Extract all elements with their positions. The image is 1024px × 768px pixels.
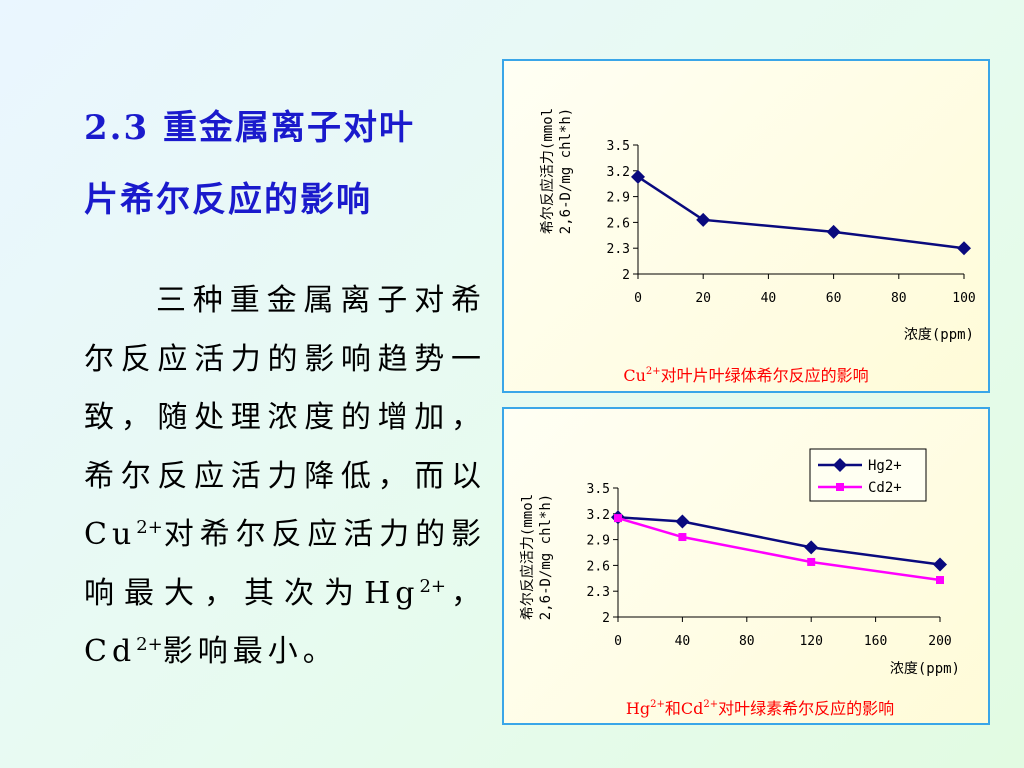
- y-tick-label: 2: [622, 268, 630, 283]
- legend-label: Hg2+: [868, 458, 902, 474]
- chart-caption: Cu2+对叶片叶绿体希尔反应的影响: [623, 366, 868, 385]
- hg-cd-chart: 希尔反应活力(mmol 2,6-D/mg chl*h) 浓度(ppm) Hg2+…: [519, 448, 960, 718]
- caption-and-cd: 和Cd: [665, 699, 704, 718]
- body-text-part-4: 影响最小。: [162, 634, 338, 669]
- x-tick-label: 100: [952, 291, 975, 306]
- x-axis-label: 浓度(ppm): [890, 661, 960, 677]
- data-point-square: [614, 514, 622, 523]
- caption-superscript: 2+: [646, 366, 661, 377]
- x-tick-label: 40: [761, 291, 777, 306]
- data-point-diamond: [696, 212, 711, 227]
- x-tick-label: 80: [891, 291, 907, 306]
- x-tick-label: 60: [826, 291, 842, 306]
- y-tick-label: 2.9: [607, 191, 630, 206]
- body-text-part-2: 对希尔反应活力的影响最大，其次为Hg: [84, 517, 486, 611]
- y-tick-label: 2.9: [587, 534, 610, 549]
- series-line: [617, 516, 941, 582]
- data-point-diamond: [933, 557, 947, 572]
- x-axis-label: 浓度(ppm): [904, 327, 974, 343]
- body-paragraph: 三种重金属离子对希尔反应活力的影响趋势一致，随处理浓度的增加，希尔反应活力降低，…: [84, 272, 486, 682]
- series-line: [637, 175, 965, 250]
- x-tick-label: 160: [864, 634, 887, 649]
- data-point-square: [678, 533, 687, 542]
- legend-box: [809, 448, 927, 502]
- body-text-part-1: 三种重金属离子对希尔反应活力的影响趋势一致，随处理浓度的增加，希尔反应活力降低，…: [84, 283, 486, 552]
- y-axis-label-line-2: 2,6-D/mg chl*h): [538, 494, 554, 620]
- slide-title: 2.3 重金属离子对叶 片希尔反应的影响: [84, 92, 484, 236]
- caption-ion-hg: Hg: [626, 699, 650, 718]
- y-tick-label: 3.5: [607, 139, 630, 154]
- data-point-square: [807, 557, 816, 566]
- slide-title-line-1: 2.3 重金属离子对叶: [84, 108, 415, 148]
- body-superscript-3: 2+: [136, 634, 163, 655]
- x-tick-label: 200: [928, 634, 951, 649]
- y-tick-label: 2.3: [587, 585, 610, 600]
- y-tick-label: 3.2: [587, 508, 610, 523]
- caption-text: 对叶片叶绿体希尔反应的影响: [661, 366, 869, 385]
- x-tick-label: 0: [614, 634, 622, 649]
- y-axis-label-line-1: 希尔反应活力(mmol: [539, 108, 556, 234]
- cu-chart-panel: 希尔反应活力(mmol 2,6-D/mg chl*h) 浓度(ppm) Cu2+…: [502, 59, 990, 393]
- y-tick-label: 3.5: [587, 482, 610, 497]
- legend-marker-diamond: [833, 458, 847, 472]
- data-point-diamond: [631, 169, 645, 184]
- y-tick-label: 2.6: [607, 216, 630, 231]
- y-axis-label-line-2: 2,6-D/mg chl*h): [558, 108, 574, 234]
- y-axis-label-line-1: 希尔反应活力(mmol: [519, 494, 536, 620]
- y-tick-label: 2: [602, 611, 610, 626]
- x-tick-label: 80: [739, 634, 755, 649]
- y-tick-label: 3.2: [607, 165, 630, 180]
- caption-superscript-2: 2+: [703, 699, 718, 710]
- body-superscript-1: 2+: [136, 517, 163, 538]
- data-point-diamond: [675, 514, 690, 529]
- x-tick-label: 40: [675, 634, 691, 649]
- caption-ion: Cu: [623, 366, 646, 385]
- cu-chart: 希尔反应活力(mmol 2,6-D/mg chl*h) 浓度(ppm) Cu2+…: [539, 108, 976, 385]
- caption-superscript-1: 2+: [650, 699, 665, 710]
- body-superscript-2: 2+: [419, 575, 446, 597]
- data-point-diamond: [957, 241, 971, 256]
- chart-caption: Hg2+和Cd2+对叶绿素希尔反应的影响: [626, 699, 894, 718]
- series-line: [617, 515, 941, 566]
- y-tick-label: 2.3: [607, 242, 630, 257]
- legend-label: Cd2+: [868, 480, 902, 496]
- x-tick-label: 0: [634, 291, 642, 306]
- hg-cd-chart-panel: 希尔反应活力(mmol 2,6-D/mg chl*h) 浓度(ppm) Hg2+…: [502, 407, 990, 725]
- slide-title-line-2: 片希尔反应的影响: [84, 180, 372, 220]
- data-point-diamond: [826, 224, 841, 239]
- data-point-square: [936, 576, 944, 585]
- body-text-part-3: ，Cd: [84, 575, 486, 670]
- legend-marker-square: [836, 483, 844, 491]
- caption-text: 对叶绿素希尔反应的影响: [718, 699, 894, 718]
- data-point-diamond: [804, 540, 819, 555]
- x-tick-label: 120: [799, 634, 822, 649]
- y-tick-label: 2.6: [587, 559, 610, 574]
- x-tick-label: 20: [695, 291, 711, 306]
